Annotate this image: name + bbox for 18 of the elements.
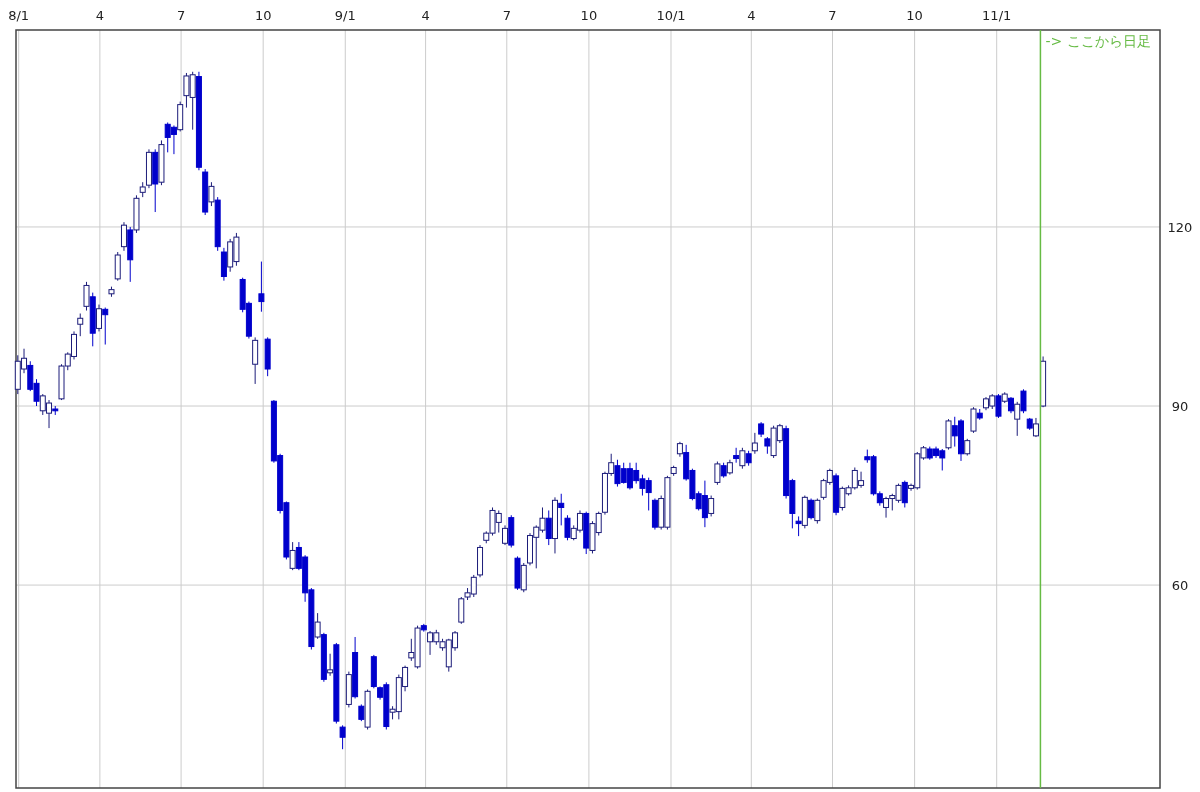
x-tick-label: 8/1 bbox=[8, 8, 30, 23]
x-tick-label: 10 bbox=[580, 8, 598, 23]
y-tick-label: 60 bbox=[1171, 578, 1189, 594]
x-tick-label: 11/1 bbox=[982, 8, 1012, 23]
x-tick-label: 7 bbox=[502, 8, 511, 23]
ref-line: -> ここから日足 bbox=[1039, 29, 1151, 789]
ref-line-label: -> ここから日足 bbox=[1045, 33, 1151, 49]
x-tick-label: 7 bbox=[176, 8, 186, 23]
x-tick-label: 10 bbox=[906, 8, 923, 23]
x-tick-label: 10/1 bbox=[656, 8, 686, 23]
x-tick-label: 4 bbox=[747, 8, 756, 23]
x-tick-label: 4 bbox=[421, 8, 430, 23]
y-tick-label: 120 bbox=[1167, 219, 1193, 235]
x-tick-label: 10 bbox=[254, 8, 272, 23]
x-tick-label: 4 bbox=[95, 8, 105, 23]
x-tick-label: 9/1 bbox=[334, 8, 356, 23]
y-tick-label: 90 bbox=[1171, 399, 1189, 415]
x-tick-label: 7 bbox=[828, 8, 837, 23]
